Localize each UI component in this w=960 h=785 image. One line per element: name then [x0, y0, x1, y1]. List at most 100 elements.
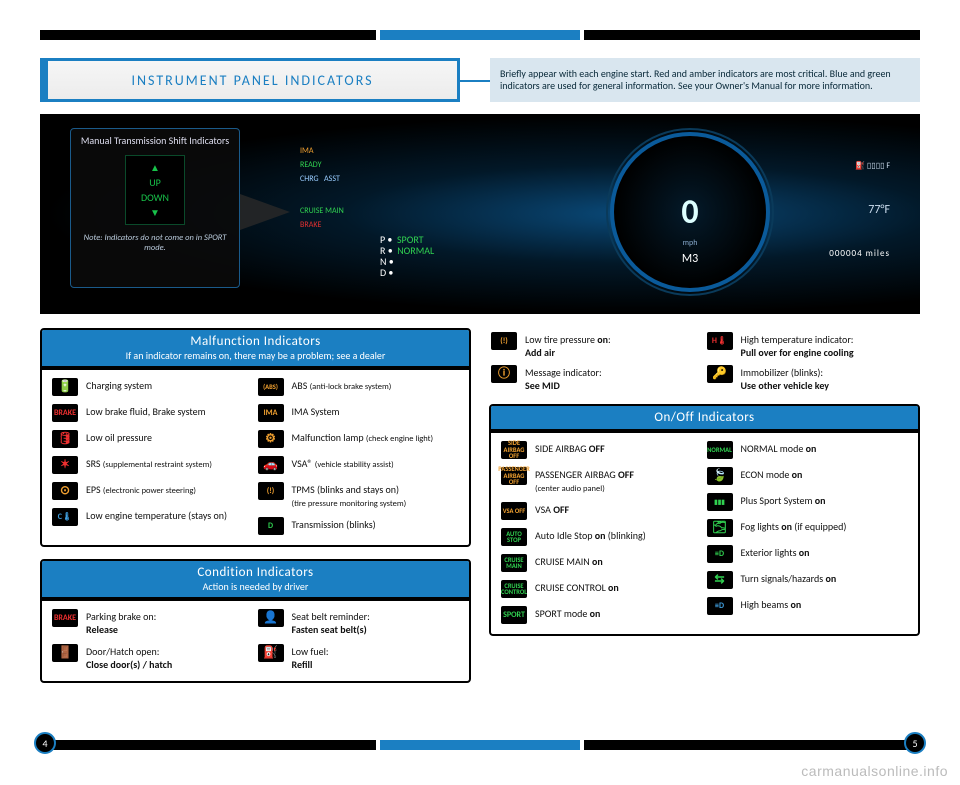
- indicator-icon: C🌡: [52, 508, 78, 526]
- indicator-item: BRAKEParking brake on:Release: [52, 609, 254, 636]
- indicator-icon: (ABS): [258, 378, 284, 396]
- indicator-icon: 🚗: [258, 456, 284, 474]
- page-number-right: 5: [904, 732, 926, 754]
- indicator-item: C🌡Low engine temperature (stays on): [52, 508, 254, 526]
- malfunction-title: Malfunction Indicators: [48, 334, 463, 349]
- callout-title: Manual Transmission Shift Indicators: [79, 135, 231, 147]
- callout-note: Note: Indicators do not come on in SPORT…: [79, 233, 231, 253]
- indicator-item: BRAKELow brake fluid, Brake system: [52, 404, 254, 422]
- indicator-item: DTransmission (blinks): [258, 517, 460, 535]
- indicator-icon: ✶: [52, 456, 78, 474]
- indicator-item: SIDE AIRBAG OFFSIDE AIRBAG OFF: [501, 441, 703, 459]
- indicator-item: ⓘMessage indicator:See MID: [491, 365, 703, 392]
- malfunction-subtitle: If an indicator remains on, there may be…: [48, 349, 463, 362]
- page-number-left: 4: [34, 732, 56, 754]
- indicator-icon: 🚪: [52, 644, 78, 662]
- dash-left-labels: IMA READY CHRG ASST CRUISE MAIN BRAKE: [300, 144, 344, 232]
- indicator-icon: ⚙: [258, 430, 284, 448]
- indicator-icon: (!): [491, 332, 517, 350]
- indicator-icon: VSA OFF: [501, 502, 527, 520]
- dash-right-info: ⛽ ▯▯▯▯ F 77°F 000004 miles: [829, 159, 890, 261]
- onoff-title: On/Off Indicators: [497, 410, 912, 425]
- indicator-item: 🔑Immobilizer (blinks):Use other vehicle …: [707, 365, 919, 392]
- indicator-icon: ⓘ: [491, 365, 517, 383]
- indicator-icon: 🌫: [707, 519, 733, 537]
- indicator-icon: ≡D: [707, 597, 733, 615]
- speedometer: 0 mph M3: [610, 132, 770, 292]
- bottom-divider: [40, 740, 920, 750]
- header-description: Briefly appear with each engine start. R…: [490, 58, 920, 102]
- indicator-item: CRUISE CONTROLCRUISE CONTROL on: [501, 580, 703, 598]
- indicator-item: ⇆Turn signals/hazards on: [707, 571, 909, 589]
- indicator-item: SPORTSPORT mode on: [501, 606, 703, 624]
- indicator-item: VSA OFFVSA OFF: [501, 502, 703, 520]
- indicator-icon: IMA: [258, 404, 284, 422]
- condition-panel: Condition Indicators Action is needed by…: [40, 559, 471, 683]
- indicator-icon: BRAKE: [52, 404, 78, 422]
- indicator-icon: 👤: [258, 609, 284, 627]
- indicator-item: 🚪Door/Hatch open:Close door(s) / hatch: [52, 644, 254, 671]
- indicator-icon: (!): [258, 482, 284, 500]
- title-connector: [460, 58, 490, 102]
- indicator-item: 🚗VSA® (vehicle stability assist): [258, 456, 460, 474]
- indicator-icon: PASSENGER AIRBAG OFF: [501, 467, 527, 485]
- indicator-icon: AUTO STOP: [501, 528, 527, 546]
- indicator-icon: CRUISE CONTROL: [501, 580, 527, 598]
- indicator-item: 🔋Charging system: [52, 378, 254, 396]
- indicator-icon: H🌡: [707, 332, 733, 350]
- indicator-icon: ⛽: [258, 644, 284, 662]
- indicator-item: (!)Low tire pressure on:Add air: [491, 332, 703, 359]
- indicator-icon: D: [258, 517, 284, 535]
- indicator-icon: 🔑: [707, 365, 733, 383]
- indicator-icon: 🍃: [707, 467, 733, 485]
- right-column: (!)Low tire pressure on:Add air ⓘMessage …: [489, 328, 920, 683]
- indicator-item: ✶SRS (supplemental restraint system): [52, 456, 254, 474]
- indicator-icon: 🛢: [52, 430, 78, 448]
- shift-indicator-icon: ▲ UP DOWN ▼: [125, 155, 185, 225]
- indicator-item: ⛽Low fuel:Refill: [258, 644, 460, 671]
- indicator-item: AUTO STOPAuto Idle Stop on (blinking): [501, 528, 703, 546]
- indicator-item: ≡DExterior lights on: [707, 545, 909, 563]
- indicator-item: 🛢Low oil pressure: [52, 430, 254, 448]
- indicator-icon: BRAKE: [52, 609, 78, 627]
- indicator-item: (!)TPMS (blinks and stays on)(tire press…: [258, 482, 460, 509]
- condition-subtitle: Action is needed by driver: [48, 580, 463, 593]
- indicator-item: PASSENGER AIRBAG OFFPASSENGER AIRBAG OFF…: [501, 467, 703, 494]
- indicator-item: 👤Seat belt reminder:Fasten seat belt(s): [258, 609, 460, 636]
- indicator-item: ≡DHigh beams on: [707, 597, 909, 615]
- onoff-panel: On/Off Indicators SIDE AIRBAG OFFSIDE AI…: [489, 404, 920, 636]
- indicator-item: (ABS)ABS (anti-lock brake system): [258, 378, 460, 396]
- indicator-item: CRUISE MAINCRUISE MAIN on: [501, 554, 703, 572]
- indicator-icon: SPORT: [501, 606, 527, 624]
- indicator-item: ▮▮▮Plus Sport System on: [707, 493, 909, 511]
- indicator-icon: ≡D: [707, 545, 733, 563]
- page: INSTRUMENT PANEL INDICATORS Briefly appe…: [40, 30, 920, 750]
- watermark: carmanualsonline.info: [801, 763, 948, 779]
- indicator-item: ⊙EPS (electronic power steering): [52, 482, 254, 500]
- indicator-item: 🍃ECON mode on: [707, 467, 909, 485]
- gear-indicator: P • SPORT R • NORMAL N • D •: [380, 234, 434, 278]
- indicator-item: 🌫Fog lights on (if equipped): [707, 519, 909, 537]
- indicator-icon: ▮▮▮: [707, 493, 733, 511]
- dashboard-photo: Manual Transmission Shift Indicators ▲ U…: [40, 114, 920, 314]
- indicator-icon: ⊙: [52, 482, 78, 500]
- indicator-item: H🌡High temperature indicator:Pull over f…: [707, 332, 919, 359]
- callout-pointer-icon: [240, 194, 290, 230]
- indicator-item: IMAIMA System: [258, 404, 460, 422]
- indicator-icon: NORMAL: [707, 441, 733, 459]
- indicator-icon: ⇆: [707, 571, 733, 589]
- indicator-icon: SIDE AIRBAG OFF: [501, 441, 527, 459]
- page-title: INSTRUMENT PANEL INDICATORS: [40, 58, 460, 102]
- header-row: INSTRUMENT PANEL INDICATORS Briefly appe…: [40, 58, 920, 102]
- indicator-item: ⚙Malfunction lamp (check engine light): [258, 430, 460, 448]
- loose-indicators: (!)Low tire pressure on:Add air ⓘMessage …: [489, 328, 920, 392]
- condition-title: Condition Indicators: [48, 565, 463, 580]
- left-column: Malfunction Indicators If an indicator r…: [40, 328, 471, 683]
- shift-indicator-callout: Manual Transmission Shift Indicators ▲ U…: [70, 128, 240, 288]
- indicator-icon: CRUISE MAIN: [501, 554, 527, 572]
- indicator-item: NORMALNORMAL mode on: [707, 441, 909, 459]
- content-area: Malfunction Indicators If an indicator r…: [40, 328, 920, 683]
- indicator-icon: 🔋: [52, 378, 78, 396]
- top-divider: [40, 30, 920, 40]
- malfunction-panel: Malfunction Indicators If an indicator r…: [40, 328, 471, 547]
